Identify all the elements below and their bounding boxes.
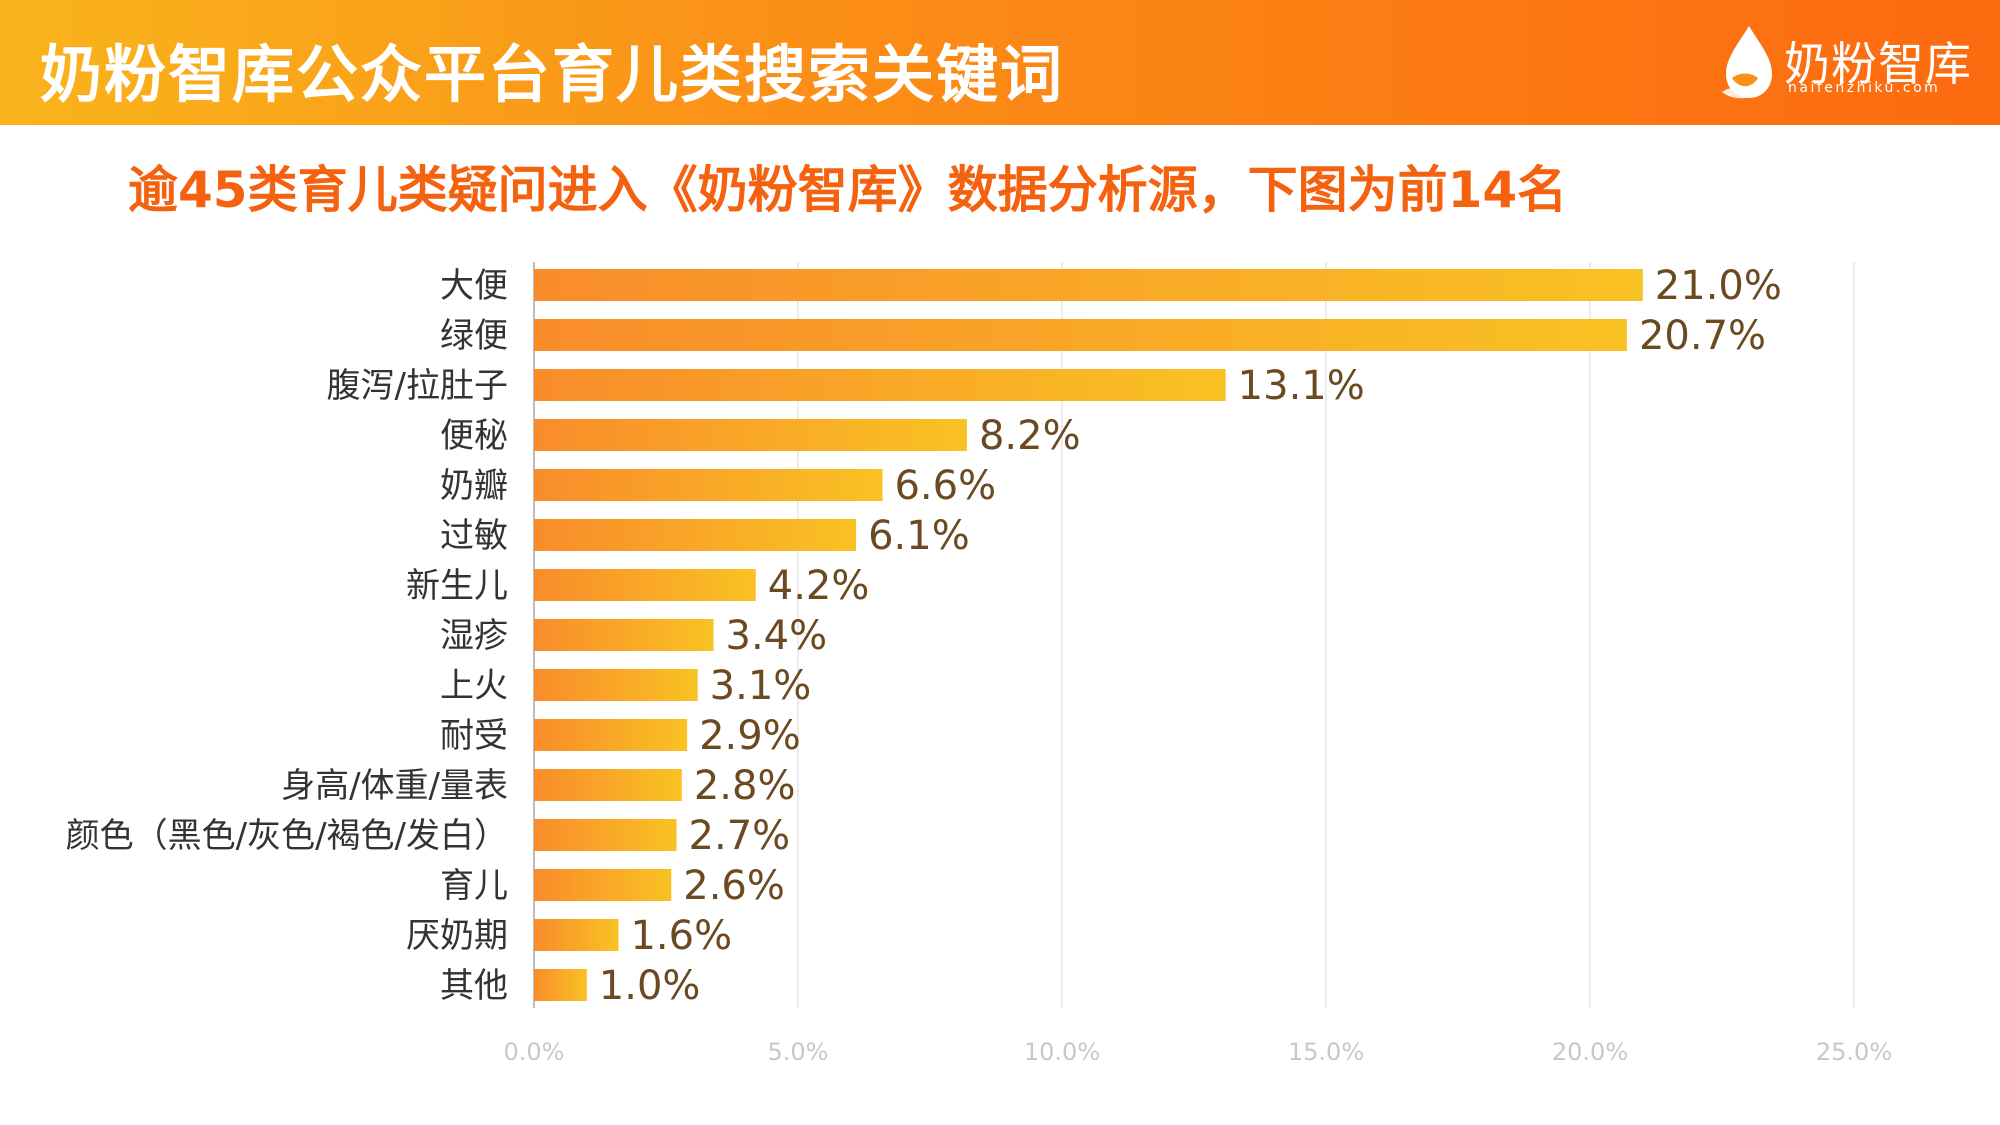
x-tick-label: 20.0% bbox=[1552, 1038, 1628, 1066]
value-label: 20.7% bbox=[1639, 313, 1766, 359]
category-label: 育儿 bbox=[440, 866, 508, 906]
category-label: 耐受 bbox=[440, 716, 508, 756]
value-label: 1.0% bbox=[599, 963, 701, 1009]
value-label: 2.8% bbox=[694, 763, 796, 809]
bar bbox=[534, 269, 1643, 301]
value-label: 21.0% bbox=[1655, 263, 1782, 309]
category-label: 颜色（黑色/灰色/褐色/发白） bbox=[66, 816, 508, 856]
x-tick-label: 25.0% bbox=[1816, 1038, 1892, 1066]
x-tick-label: 10.0% bbox=[1024, 1038, 1100, 1066]
category-label: 腹泻/拉肚子 bbox=[327, 366, 508, 406]
value-label: 3.1% bbox=[710, 663, 812, 709]
bar bbox=[534, 769, 682, 801]
bar bbox=[534, 419, 967, 451]
x-tick-label: 0.0% bbox=[504, 1038, 565, 1066]
page-title: 奶粉智库公众平台育儿类搜索关键词 bbox=[40, 38, 1065, 111]
category-label: 便秘 bbox=[440, 416, 508, 456]
category-label: 湿疹 bbox=[440, 616, 508, 656]
bar bbox=[534, 569, 756, 601]
chart-subtitle: 逾45类育儿类疑问进入《奶粉智库》数据分析源，下图为前14名 bbox=[128, 161, 1568, 219]
value-label: 2.7% bbox=[689, 813, 791, 859]
bar bbox=[534, 319, 1627, 351]
bar bbox=[534, 869, 672, 901]
bar bbox=[534, 519, 857, 551]
category-label: 其他 bbox=[440, 966, 508, 1006]
value-label: 1.6% bbox=[630, 913, 732, 959]
category-label: 奶瓣 bbox=[440, 466, 508, 506]
category-label: 大便 bbox=[440, 266, 508, 306]
category-label: 过敏 bbox=[440, 516, 508, 556]
x-tick-label: 5.0% bbox=[768, 1038, 829, 1066]
logo-name: 奶粉智库 bbox=[1784, 37, 1972, 91]
category-label: 新生儿 bbox=[406, 566, 508, 606]
value-label: 6.6% bbox=[894, 463, 996, 509]
brand-logo: 奶粉智库 naifenzhiku.com bbox=[1718, 22, 1980, 104]
bar bbox=[534, 819, 677, 851]
x-tick-label: 15.0% bbox=[1288, 1038, 1364, 1066]
bar bbox=[534, 619, 714, 651]
bar bbox=[534, 669, 698, 701]
value-label: 3.4% bbox=[726, 613, 828, 659]
category-label: 身高/体重/量表 bbox=[281, 766, 508, 806]
bar bbox=[534, 369, 1226, 401]
bar bbox=[534, 469, 883, 501]
value-label: 2.9% bbox=[699, 713, 801, 759]
category-label: 绿便 bbox=[440, 316, 508, 356]
value-label: 4.2% bbox=[768, 563, 870, 609]
value-label: 8.2% bbox=[979, 413, 1081, 459]
value-label: 13.1% bbox=[1238, 363, 1365, 409]
bar bbox=[534, 719, 688, 751]
bar bbox=[534, 969, 587, 1001]
logo-url: naifenzhiku.com bbox=[1788, 80, 1941, 96]
category-label: 厌奶期 bbox=[406, 916, 508, 956]
bar bbox=[534, 919, 619, 951]
value-label: 2.6% bbox=[683, 863, 785, 909]
category-label: 上火 bbox=[440, 666, 508, 706]
milk-drop-logo-icon bbox=[1722, 26, 1772, 99]
value-label: 6.1% bbox=[868, 513, 970, 559]
header-banner: 奶粉智库公众平台育儿类搜索关键词 奶粉智库 naifenzhiku.com bbox=[0, 0, 2000, 125]
